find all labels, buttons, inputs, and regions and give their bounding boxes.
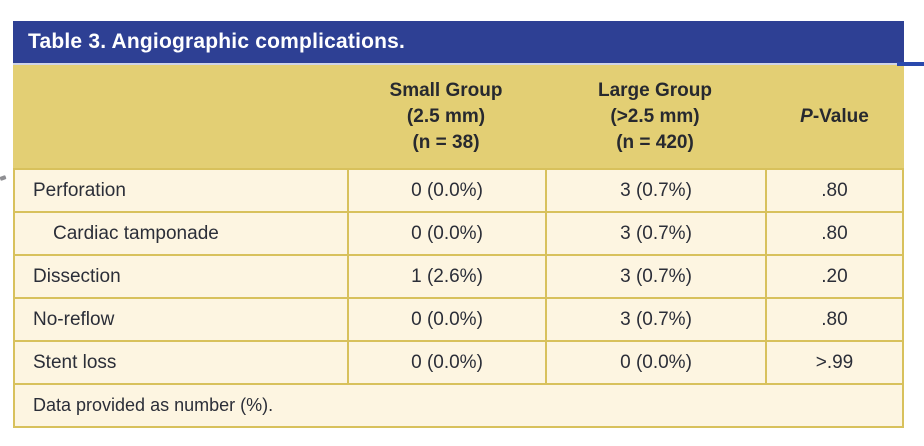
- cell-dissection-pvalue: .20: [767, 256, 902, 297]
- row-label-no-reflow: No-reflow: [15, 299, 347, 340]
- table-footnote: Data provided as number (%).: [15, 385, 902, 426]
- cell-stent-loss-large: 0 (0.0%): [547, 342, 765, 383]
- table-body: Perforation 0 (0.0%) 3 (0.7%) .80 Cardia…: [13, 168, 904, 428]
- header-line: (n = 38): [412, 131, 480, 153]
- header-line: (2.5 mm): [406, 105, 486, 127]
- cell-cardiac-tamponade-large: 3 (0.7%): [547, 213, 765, 254]
- cell-cardiac-tamponade-pvalue: .80: [767, 213, 902, 254]
- cell-perforation-large: 3 (0.7%): [547, 170, 765, 211]
- header-line: P-Value: [767, 104, 902, 130]
- header-line: Small Group: [389, 79, 503, 101]
- cell-dissection-large: 3 (0.7%): [547, 256, 765, 297]
- cell-no-reflow-large: 3 (0.7%): [547, 299, 765, 340]
- header-line: (n = 420): [616, 131, 694, 153]
- header-large-group: Large Group (>2.5 mm) (n = 420): [545, 72, 765, 162]
- header-p-value: P-Value: [765, 98, 904, 136]
- cell-perforation-small: 0 (0.0%): [349, 170, 545, 211]
- table-title: Table 3. Angiographic complications.: [28, 30, 406, 53]
- cell-no-reflow-small: 0 (0.0%): [349, 299, 545, 340]
- cell-cardiac-tamponade-small: 0 (0.0%): [349, 213, 545, 254]
- row-label-perforation: Perforation: [15, 170, 347, 211]
- table-header-row: Small Group (2.5 mm) (n = 38) Large Grou…: [13, 65, 904, 168]
- row-label-cardiac-tamponade: Cardiac tamponade: [15, 213, 347, 254]
- cell-stent-loss-pvalue: >.99: [767, 342, 902, 383]
- angiographic-complications-table: Table 3. Angiographic complications. Sma…: [13, 21, 924, 428]
- cell-stent-loss-small: 0 (0.0%): [349, 342, 545, 383]
- cell-no-reflow-pvalue: .80: [767, 299, 902, 340]
- header-line: Large Group: [597, 79, 712, 101]
- title-underline-artifact: [897, 62, 924, 66]
- row-label-dissection: Dissection: [15, 256, 347, 297]
- row-label-stent-loss: Stent loss: [15, 342, 347, 383]
- table-title-bar: Table 3. Angiographic complications.: [13, 21, 904, 65]
- header-empty-cell: [13, 111, 347, 123]
- cell-perforation-pvalue: .80: [767, 170, 902, 211]
- p-value-rest: -Value: [812, 105, 869, 127]
- header-small-group: Small Group (2.5 mm) (n = 38): [347, 72, 545, 162]
- scan-artifact: [0, 175, 7, 181]
- header-line: (>2.5 mm): [610, 105, 700, 127]
- p-value-italic-p: P: [800, 105, 813, 127]
- cell-dissection-small: 1 (2.6%): [349, 256, 545, 297]
